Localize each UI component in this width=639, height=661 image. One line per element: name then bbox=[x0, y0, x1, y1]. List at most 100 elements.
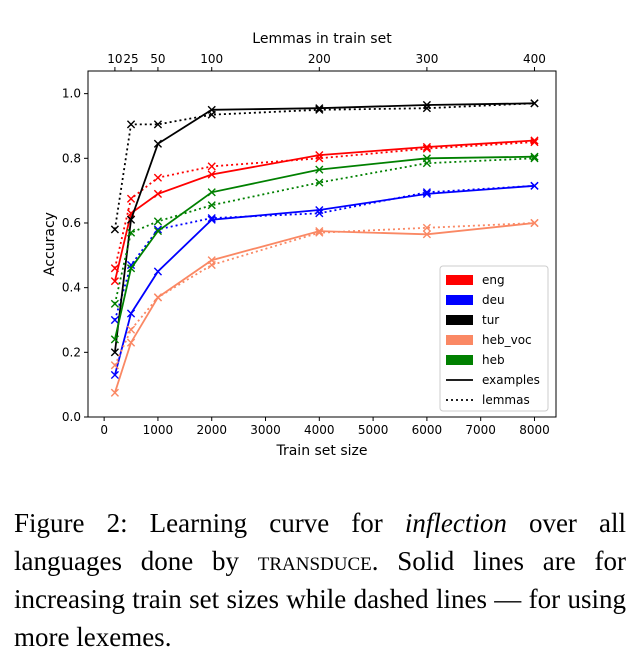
point-deu-lemmas bbox=[126, 260, 136, 270]
point-tur-lemmas bbox=[110, 225, 119, 234]
x-tick-label: 4000 bbox=[304, 423, 335, 437]
caption-emphasis: inflection bbox=[404, 508, 507, 538]
ticks: 0 1000 2000 3000 4000 5000 6000 7000 8000 0.0 0.2 0… bbox=[62, 52, 550, 437]
point-heb-lemmas bbox=[126, 228, 136, 237]
x-tick-label: 6000 bbox=[412, 423, 443, 437]
point-heb_voc-examples bbox=[422, 230, 431, 239]
x-axis-label: Train set size bbox=[275, 443, 367, 459]
point-heb_voc-lemmas bbox=[110, 361, 119, 370]
point-deu-examples bbox=[110, 370, 119, 380]
point-tur-examples bbox=[110, 348, 119, 357]
point-heb-examples bbox=[126, 264, 136, 273]
point-heb-examples bbox=[153, 226, 163, 236]
x-tick-label: 2000 bbox=[196, 423, 227, 437]
point-heb-examples bbox=[530, 152, 539, 161]
point-eng-examples bbox=[110, 277, 119, 286]
legend-label-heb_voc: heb_voc bbox=[482, 333, 532, 347]
top-tick-label: 200 bbox=[308, 52, 331, 66]
point-heb_voc-examples bbox=[110, 388, 119, 397]
legend-swatch-eng bbox=[446, 275, 473, 285]
point-deu-examples bbox=[530, 181, 539, 190]
y-axis-label: Accuracy bbox=[42, 212, 58, 276]
x-tick-label: 5000 bbox=[358, 423, 389, 437]
caption-smallcaps: transduce bbox=[257, 546, 372, 576]
point-tur-examples bbox=[530, 99, 539, 108]
legend-label-examples: examples bbox=[482, 373, 540, 387]
point-heb_voc-examples bbox=[207, 256, 216, 265]
point-heb_voc-lemmas bbox=[422, 223, 431, 232]
caption-tail: . Solid lines are for increasing train s… bbox=[14, 546, 626, 652]
point-heb-examples bbox=[110, 335, 119, 344]
series-line-tur-lemmas bbox=[114, 102, 535, 230]
point-deu-examples bbox=[153, 267, 163, 276]
legend-label-tur: tur bbox=[482, 313, 499, 327]
point-tur-examples bbox=[207, 105, 216, 114]
point-tur-examples bbox=[153, 139, 163, 148]
point-eng-lemmas bbox=[207, 162, 216, 171]
point-eng-examples bbox=[315, 150, 324, 160]
legend-label-eng: eng bbox=[482, 273, 505, 287]
y-tick-label: 0.2 bbox=[62, 345, 81, 359]
top-axis-label: Lemmas in train set bbox=[252, 31, 392, 47]
point-tur-lemmas bbox=[126, 120, 136, 129]
axes bbox=[87, 70, 557, 418]
top-tick-label: 50 bbox=[150, 52, 165, 66]
series-line-eng-lemmas bbox=[114, 141, 535, 269]
x-tick-label: 1000 bbox=[143, 423, 174, 437]
point-eng-examples bbox=[530, 136, 539, 145]
point-eng-lemmas bbox=[153, 173, 163, 182]
point-eng-examples bbox=[422, 142, 431, 152]
point-deu-lemmas bbox=[110, 315, 119, 325]
top-tick-label: 100 bbox=[200, 52, 223, 66]
point-heb_voc-lemmas bbox=[126, 325, 136, 334]
point-heb-examples bbox=[315, 165, 324, 174]
figure-caption: Figure 2: Learning curve for inflection … bbox=[14, 504, 626, 656]
point-heb_voc-examples bbox=[315, 226, 324, 236]
point-tur-examples bbox=[126, 215, 136, 224]
legend-swatch-tur bbox=[446, 315, 473, 325]
point-deu-examples bbox=[315, 205, 324, 215]
y-tick-label: 1.0 bbox=[62, 87, 81, 101]
point-deu-lemmas bbox=[207, 214, 216, 223]
legend-label-deu: deu bbox=[482, 293, 505, 307]
caption-lead: Figure 2: Learning curve for bbox=[14, 508, 405, 538]
y-tick-label: 0.6 bbox=[62, 216, 81, 230]
point-heb-lemmas bbox=[207, 201, 216, 210]
point-tur-examples bbox=[422, 100, 431, 110]
series-line-eng-examples bbox=[114, 139, 535, 282]
y-tick-label: 0.4 bbox=[62, 281, 81, 295]
plot-frame bbox=[87, 70, 557, 418]
x-tick-label: 3000 bbox=[250, 423, 281, 437]
top-tick-label: 10 bbox=[107, 52, 122, 66]
point-tur-examples bbox=[315, 104, 324, 113]
legend-swatch-heb_voc bbox=[446, 335, 473, 345]
point-heb-lemmas bbox=[110, 299, 119, 308]
y-tick-label: 0.0 bbox=[62, 410, 81, 424]
legend-label-lemmas: lemmas bbox=[482, 393, 530, 407]
point-tur-lemmas bbox=[153, 120, 163, 129]
point-eng-examples bbox=[207, 170, 216, 179]
legend-swatch-deu bbox=[446, 295, 473, 305]
point-heb-examples bbox=[207, 188, 216, 197]
caption-mid: over all languages done by bbox=[14, 508, 626, 576]
top-tick-label: 400 bbox=[523, 52, 546, 66]
point-eng-lemmas bbox=[126, 194, 136, 203]
legend-label-heb: heb bbox=[482, 353, 505, 367]
point-eng-lemmas bbox=[530, 138, 539, 147]
point-deu-examples bbox=[422, 189, 431, 198]
legend-swatch-heb bbox=[446, 355, 473, 365]
top-tick-label: 25 bbox=[123, 52, 138, 66]
series-layer bbox=[110, 99, 539, 397]
top-tick-label: 300 bbox=[415, 52, 438, 66]
y-tick-label: 0.8 bbox=[62, 151, 81, 165]
learning-curve-chart: 0 1000 2000 3000 4000 5000 6000 7000 8000 0.0 0.2 0… bbox=[42, 31, 557, 459]
x-tick-label: 8000 bbox=[519, 423, 550, 437]
point-heb_voc-examples bbox=[530, 218, 539, 228]
x-tick-label: 0 bbox=[100, 423, 108, 437]
point-deu-examples bbox=[207, 215, 216, 224]
point-heb-lemmas bbox=[315, 178, 324, 187]
point-heb-examples bbox=[422, 154, 431, 163]
point-heb_voc-examples bbox=[153, 293, 163, 302]
point-eng-examples bbox=[153, 189, 163, 198]
